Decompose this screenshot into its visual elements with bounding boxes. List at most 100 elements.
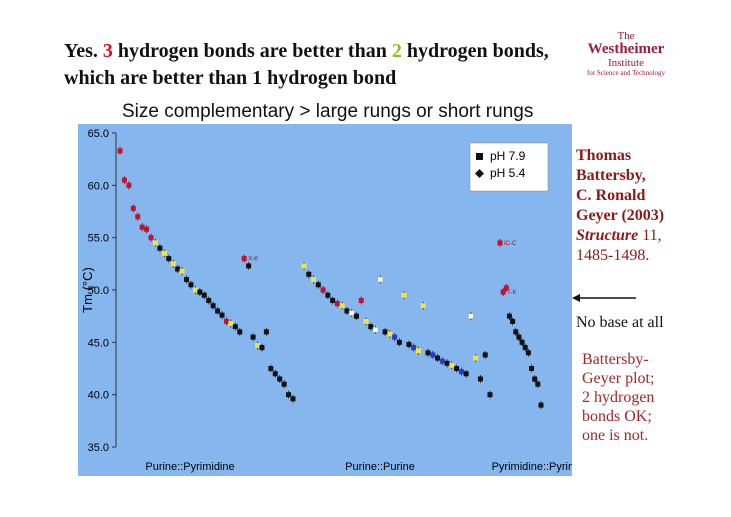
point: [250, 334, 256, 340]
point: [425, 350, 431, 356]
point: [348, 310, 355, 316]
point: [311, 277, 317, 283]
ref-line: C. Ronald: [576, 187, 646, 204]
conclusion-line: bonds OK;: [582, 408, 652, 425]
point: [420, 303, 426, 309]
point-label: T-K: [507, 290, 516, 296]
point: [268, 366, 274, 371]
point: [368, 324, 374, 330]
logo-text: The: [617, 30, 635, 42]
point: [184, 277, 190, 283]
point: [157, 245, 163, 251]
point: [463, 371, 469, 377]
legend-marker: [475, 169, 484, 178]
point: [188, 282, 194, 288]
legend-label: pH 5.4: [490, 166, 526, 180]
y-tick-label: 45.0: [88, 337, 109, 349]
point: [372, 327, 379, 333]
point: [130, 205, 136, 211]
logo-text: for Science and Technology: [586, 69, 666, 77]
point: [477, 376, 483, 382]
title-number: 3: [102, 40, 113, 62]
y-tick-label: 65.0: [88, 128, 109, 140]
point: [454, 366, 460, 371]
chart: 35.0 40.0 45.0 50.0 55.0 60.0 65.0 Tm (°C) Purin…: [78, 124, 572, 476]
point: [166, 256, 172, 262]
ref-line: Geyer (2003): [576, 207, 665, 224]
point: [179, 268, 185, 274]
title: Yes. 3 hydrogen bonds are better than 2 …: [64, 38, 564, 92]
point: [358, 297, 364, 303]
point: [392, 334, 398, 340]
conclusion-line: Geyer plot;: [582, 370, 655, 387]
x-group-label: Purine::Pyrimidine: [145, 461, 234, 473]
arrow: [572, 294, 636, 302]
point: [439, 358, 445, 364]
point: [382, 329, 388, 335]
ref-line: Battersby,: [576, 167, 646, 184]
point: [344, 308, 350, 314]
point: [401, 292, 407, 298]
point: [152, 240, 158, 246]
point: [330, 297, 336, 303]
point: [506, 313, 512, 319]
point: [139, 224, 145, 230]
point: [468, 313, 474, 319]
conclusion: Battersby- Geyer plot; 2 hydrogen bonds …: [582, 350, 654, 445]
point: [535, 381, 541, 387]
point: [215, 308, 221, 314]
point: [121, 177, 127, 183]
ref-journal: Structure: [576, 227, 639, 244]
ref-volume: 11,: [642, 227, 662, 244]
point: [387, 331, 393, 337]
point: [482, 352, 488, 358]
point: [510, 318, 516, 324]
title-text: Yes.: [64, 40, 103, 62]
point: [241, 256, 247, 262]
point: [246, 263, 252, 269]
conclusion-line: one is not.: [582, 427, 649, 444]
point: [396, 339, 402, 345]
point: [126, 182, 132, 188]
point: [301, 263, 307, 269]
point: [406, 341, 412, 347]
point: [259, 345, 265, 351]
point: [161, 250, 167, 256]
point: [206, 297, 212, 303]
title-number: 2: [391, 40, 402, 62]
point: [197, 289, 203, 295]
point: [458, 369, 464, 375]
point: [223, 318, 229, 324]
point: [411, 345, 417, 351]
point: [487, 392, 493, 398]
point: [232, 324, 238, 330]
point: [315, 282, 321, 288]
point: [306, 271, 312, 277]
conclusion-line: Battersby-: [582, 351, 649, 368]
title-text: hydrogen bonds, which are better than 1 …: [64, 40, 549, 89]
point: [519, 339, 525, 345]
y-tick-label: 55.0: [88, 233, 109, 245]
point-label: IC-C: [504, 241, 517, 247]
reference: Thomas Battersby, C. Ronald Geyer (2003)…: [576, 146, 664, 266]
legend-box: [469, 142, 549, 192]
point: [444, 360, 450, 366]
point: [286, 392, 292, 398]
point: [363, 318, 369, 324]
point: [500, 289, 506, 295]
point: [334, 301, 340, 307]
point: [522, 345, 528, 351]
point: [201, 292, 207, 298]
logo-text: Institute: [607, 57, 645, 69]
point: [525, 350, 531, 356]
legend-label: pH 7.9: [490, 149, 526, 163]
point: [237, 329, 243, 335]
y-axis-label: Tm (°C): [80, 267, 95, 313]
legend-marker: [476, 153, 483, 160]
y-tick-label: 40.0: [88, 390, 109, 402]
point: [353, 313, 359, 319]
ref-pages: 1485-1498.: [576, 247, 650, 264]
point: [449, 362, 455, 368]
point: [377, 276, 384, 283]
point: [516, 334, 522, 340]
